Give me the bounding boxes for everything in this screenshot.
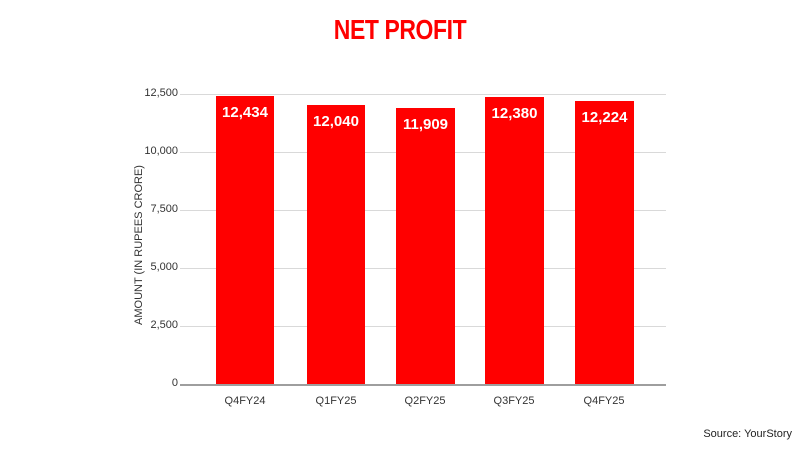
x-tick-label: Q4FY25 bbox=[583, 395, 625, 407]
bar-q1fy25: 12,040 bbox=[307, 105, 365, 384]
bar-q4fy25: 12,224 bbox=[575, 101, 634, 384]
y-tick-label: 10,000 bbox=[144, 145, 178, 157]
x-tick-label: Q4FY24 bbox=[224, 395, 266, 407]
bar-value-label: 11,909 bbox=[402, 116, 449, 133]
y-axis-label: AMOUNT (IN RUPEES CRORE) bbox=[133, 165, 145, 325]
chart-title: NET PROFIT bbox=[333, 14, 467, 45]
bar-value-label: 12,224 bbox=[581, 109, 628, 126]
bar-value-label: 12,434 bbox=[222, 104, 268, 121]
x-tick-label: Q3FY25 bbox=[493, 395, 535, 407]
y-tick-label: 12,500 bbox=[144, 87, 178, 99]
bar-q3fy25: 12,380 bbox=[485, 97, 544, 384]
x-tick-label: Q2FY25 bbox=[404, 395, 446, 407]
bar-q4fy24: 12,434 bbox=[216, 96, 274, 384]
bar-value-label: 12,040 bbox=[313, 113, 359, 130]
source-credit: Source: YourStory bbox=[703, 428, 792, 440]
bar-q2fy25: 11,909 bbox=[396, 108, 455, 384]
bar-value-label: 12,380 bbox=[491, 105, 538, 122]
gridline bbox=[180, 94, 666, 95]
y-tick-label: 2,500 bbox=[150, 319, 178, 331]
x-tick-label: Q1FY25 bbox=[315, 395, 357, 407]
x-axis-baseline bbox=[180, 384, 666, 386]
y-tick-label: 5,000 bbox=[150, 261, 178, 273]
y-tick-label: 0 bbox=[171, 377, 178, 389]
y-tick-label: 7,500 bbox=[150, 203, 178, 215]
